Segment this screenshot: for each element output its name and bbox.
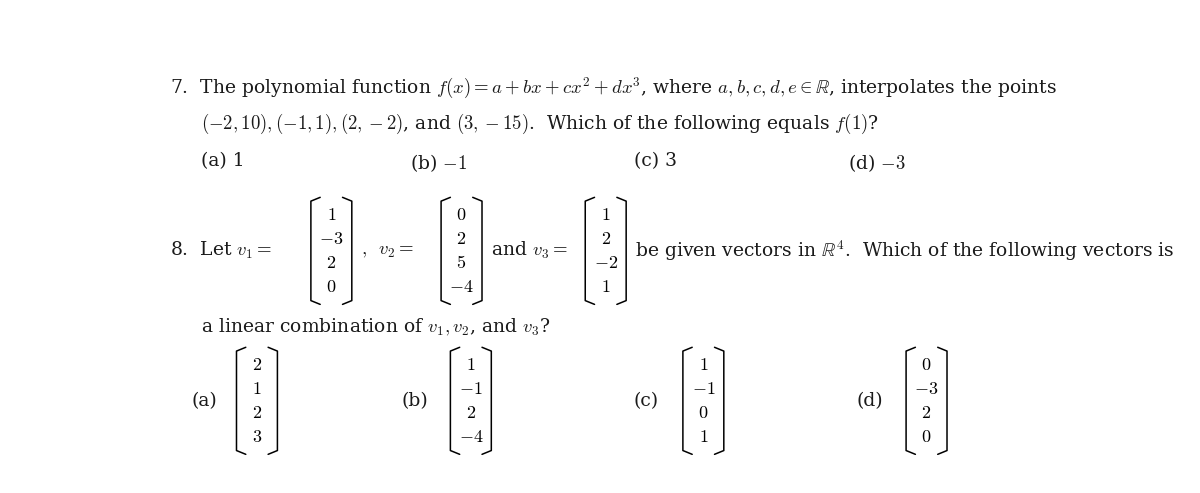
Text: (c): (c) bbox=[634, 392, 659, 410]
Text: $0$: $0$ bbox=[922, 356, 931, 374]
Text: $2$: $2$ bbox=[326, 254, 336, 272]
Text: $3$: $3$ bbox=[252, 428, 262, 446]
Text: $2$: $2$ bbox=[252, 356, 262, 374]
Text: $2$: $2$ bbox=[456, 230, 467, 248]
Text: 8.  Let $v_1 =$: 8. Let $v_1 =$ bbox=[170, 240, 272, 261]
Text: $1$: $1$ bbox=[601, 278, 611, 296]
Text: $0$: $0$ bbox=[922, 428, 931, 446]
Text: $-1$: $-1$ bbox=[460, 380, 482, 398]
Text: (a): (a) bbox=[192, 392, 217, 410]
Text: $-4$: $-4$ bbox=[449, 278, 474, 296]
Text: $0$: $0$ bbox=[698, 404, 708, 422]
Text: (d): (d) bbox=[857, 392, 883, 410]
Text: (b) $-1$: (b) $-1$ bbox=[410, 152, 468, 174]
Text: $2$: $2$ bbox=[252, 404, 262, 422]
Text: (c) 3: (c) 3 bbox=[634, 152, 677, 170]
Text: $-2$: $-2$ bbox=[594, 254, 618, 272]
Text: $1$: $1$ bbox=[466, 356, 475, 374]
Text: $0$: $0$ bbox=[456, 206, 467, 224]
Text: and $v_3 =$: and $v_3 =$ bbox=[491, 240, 568, 261]
Text: (a) 1: (a) 1 bbox=[202, 152, 245, 170]
Text: $-4$: $-4$ bbox=[458, 428, 484, 446]
Text: $1$: $1$ bbox=[326, 206, 336, 224]
Text: $2$: $2$ bbox=[922, 404, 931, 422]
Text: $2$: $2$ bbox=[601, 230, 611, 248]
Text: $5$: $5$ bbox=[456, 254, 467, 272]
Text: $0$: $0$ bbox=[326, 278, 336, 296]
Text: $,\;\; v_2 =$: $,\;\; v_2 =$ bbox=[361, 242, 414, 260]
Text: $2$: $2$ bbox=[466, 404, 476, 422]
Text: $(-2, 10), (-1, 1), (2, -2)$, and $(3, -15)$.  Which of the following equals $f(: $(-2, 10), (-1, 1), (2, -2)$, and $(3, -… bbox=[202, 112, 878, 137]
Text: $-1$: $-1$ bbox=[691, 380, 715, 398]
Text: (b): (b) bbox=[401, 392, 428, 410]
Text: 7.  The polynomial function $f(x) = a + bx + cx^2 + dx^3$, where $a, b, c, d, e : 7. The polynomial function $f(x) = a + b… bbox=[170, 76, 1057, 102]
Text: be given vectors in $\mathbb{R}^4$.  Which of the following vectors is: be given vectors in $\mathbb{R}^4$. Whic… bbox=[636, 239, 1175, 263]
Text: a linear combination of $v_1, v_2$, and $v_3$?: a linear combination of $v_1, v_2$, and … bbox=[202, 317, 551, 338]
Text: (d) $-3$: (d) $-3$ bbox=[847, 152, 905, 174]
Text: $1$: $1$ bbox=[601, 206, 611, 224]
Text: $-3$: $-3$ bbox=[319, 230, 343, 248]
Text: $-3$: $-3$ bbox=[914, 380, 938, 398]
Text: $1$: $1$ bbox=[698, 356, 708, 374]
Text: $1$: $1$ bbox=[252, 380, 262, 398]
Text: $1$: $1$ bbox=[698, 428, 708, 446]
